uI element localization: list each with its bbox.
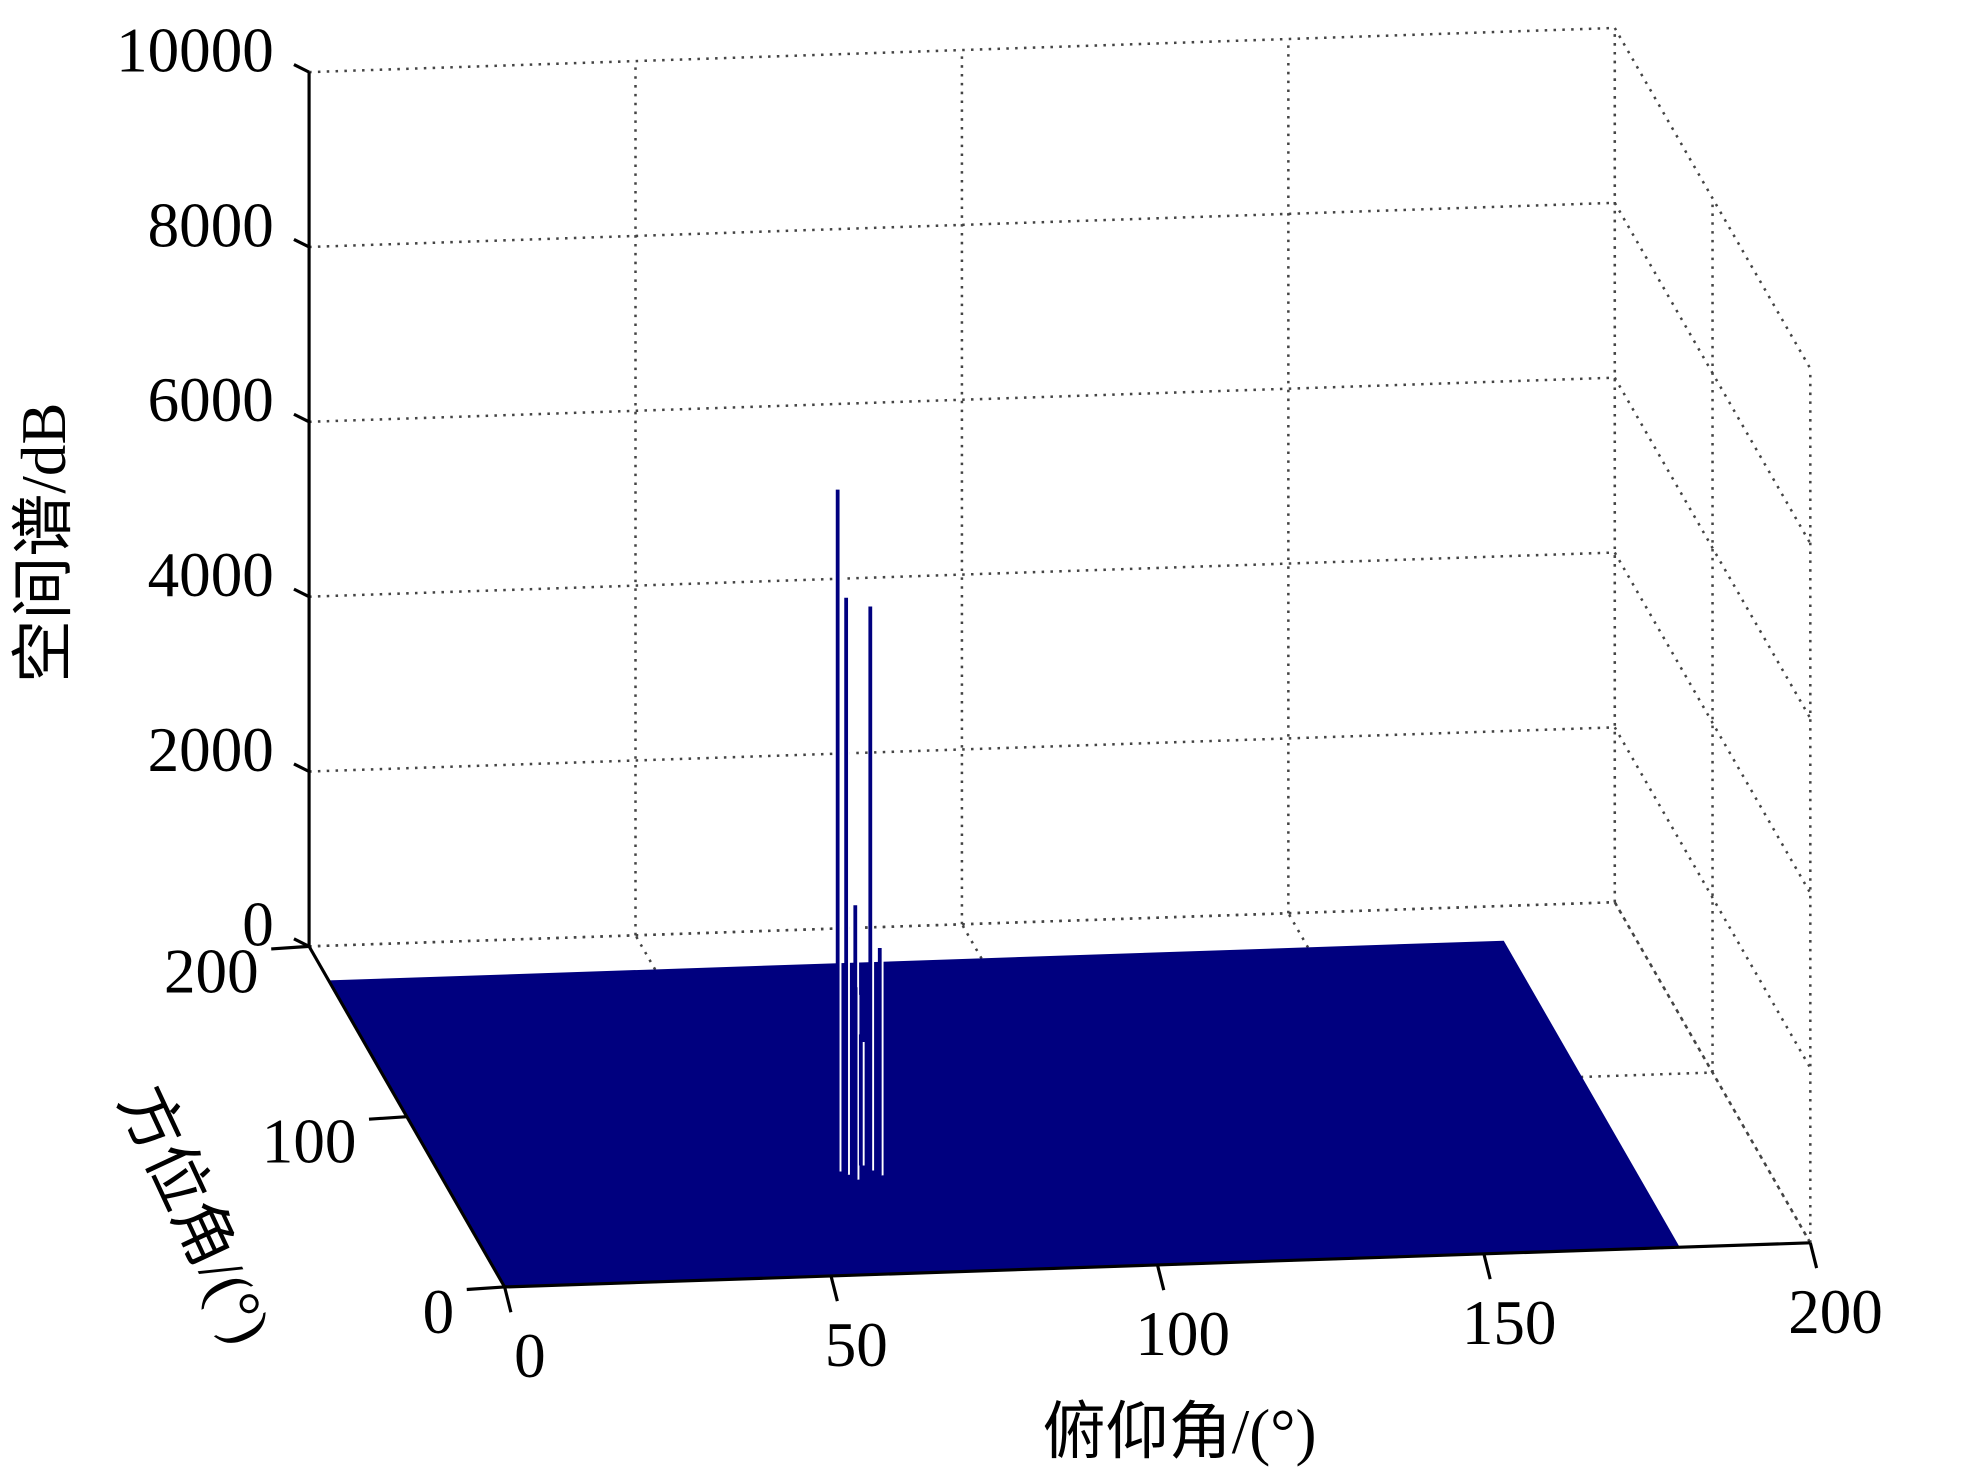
grid-line — [309, 551, 1615, 598]
y-tick — [271, 944, 310, 951]
y-tick-label: 0 — [423, 1277, 455, 1347]
y-axis — [307, 945, 506, 1288]
x-tick-label: 100 — [1135, 1299, 1230, 1369]
y-axis-title: 方位角/(°) — [106, 1076, 285, 1354]
z-tick-label: 6000 — [148, 365, 274, 435]
z-tick-label: 8000 — [148, 190, 274, 260]
grid-line — [309, 376, 1615, 424]
x-tick — [503, 1286, 513, 1313]
x-tick-label: 150 — [1462, 1288, 1557, 1358]
z-tick-label: 0 — [242, 890, 274, 960]
z-tick — [293, 762, 310, 773]
z-tick-label: 4000 — [148, 540, 274, 610]
grid-line — [1613, 901, 1812, 1244]
grid-line — [309, 726, 1615, 773]
z-tick-label: 2000 — [148, 715, 274, 785]
grid-line — [1613, 726, 1812, 1069]
x-tick-label: 50 — [825, 1310, 888, 1380]
x-tick — [829, 1275, 839, 1302]
x-tick-label: 200 — [1788, 1277, 1883, 1347]
grid-line — [309, 900, 1615, 948]
grid-line — [1613, 377, 1812, 719]
grid-line — [1613, 551, 1812, 894]
y-tick — [368, 1115, 407, 1121]
grid-line — [1613, 202, 1812, 545]
z-tick — [293, 587, 310, 599]
x-tick-label: 0 — [514, 1321, 546, 1391]
x-tick — [1808, 1242, 1819, 1269]
x-tick — [1155, 1264, 1166, 1291]
grid-line — [1613, 27, 1812, 370]
x-tick — [1482, 1253, 1492, 1280]
grid-line — [309, 201, 1615, 249]
z-tick-label: 10000 — [116, 15, 274, 85]
z-tick — [293, 412, 310, 424]
z-axis-title: 空间谱/dB — [9, 403, 79, 683]
y-tick — [466, 1285, 505, 1292]
x-axis-title: 俯仰角/(°) — [1043, 1397, 1317, 1467]
z-tick — [293, 63, 310, 74]
surface — [328, 940, 1680, 1287]
y-tick-label: 100 — [262, 1107, 357, 1177]
grid-line — [309, 26, 1615, 74]
y-tick-label: 200 — [164, 936, 259, 1006]
z-tick — [293, 237, 310, 249]
